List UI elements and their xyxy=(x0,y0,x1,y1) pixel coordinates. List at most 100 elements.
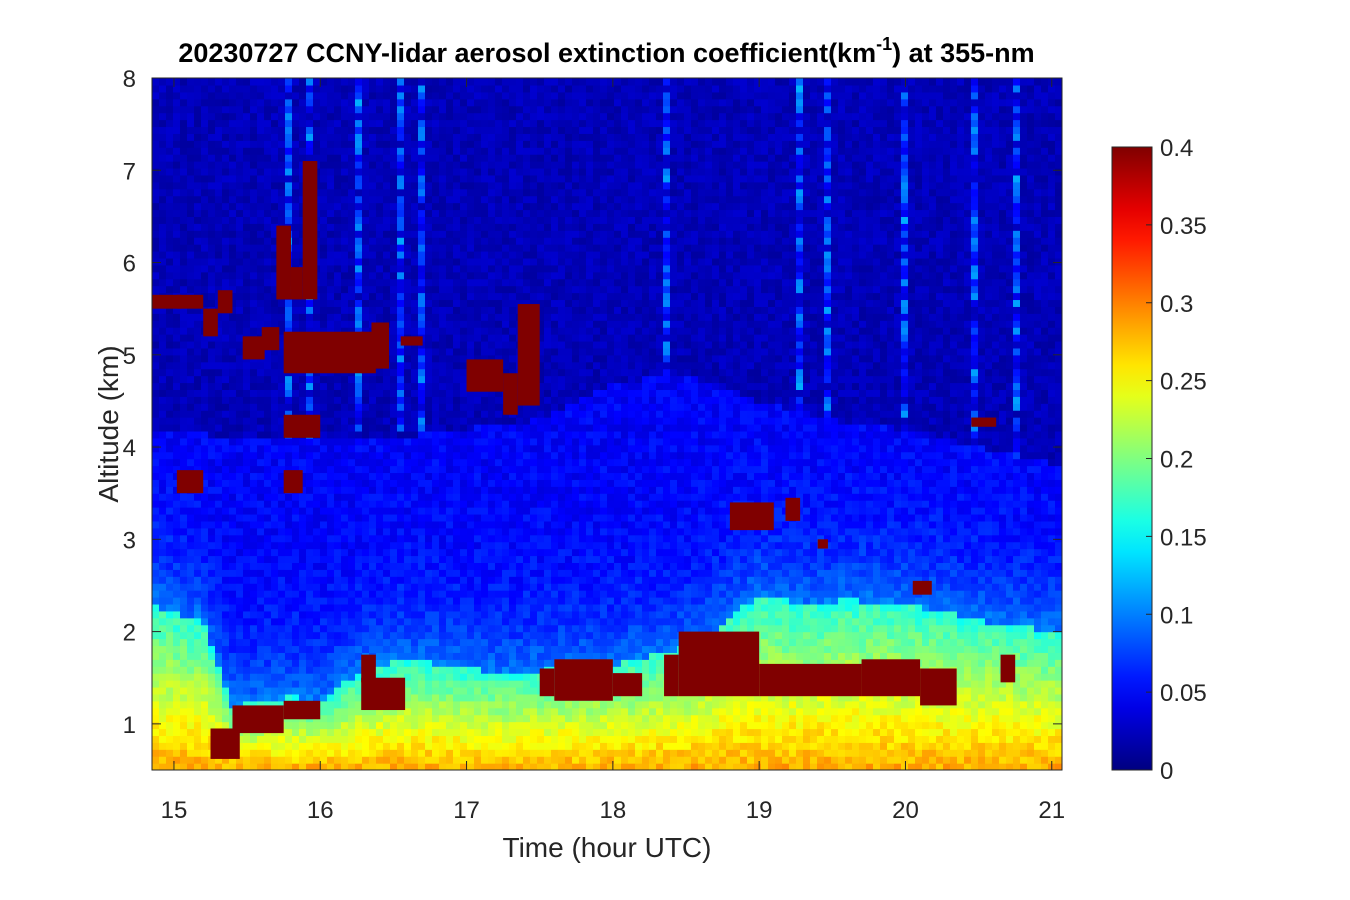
heatmap-cell xyxy=(341,403,349,411)
heatmap-cell xyxy=(313,686,321,695)
heatmap-cell xyxy=(313,78,321,86)
heatmap-cell xyxy=(334,583,342,591)
heatmap-cell xyxy=(159,638,167,647)
heatmap-cell xyxy=(194,354,202,363)
heatmap-cell xyxy=(215,167,223,176)
heatmap-cell xyxy=(250,583,258,591)
heatmap-cell xyxy=(292,673,300,681)
heatmap-cell xyxy=(306,486,314,494)
heatmap-cell xyxy=(292,520,300,529)
heatmap-cell xyxy=(460,610,468,619)
heatmap-cell xyxy=(215,603,223,612)
heatmap-cell xyxy=(236,472,244,480)
heatmap-cell xyxy=(299,112,307,121)
heatmap-cell xyxy=(404,91,412,100)
heatmap-cell xyxy=(390,223,398,231)
heatmap-cell xyxy=(201,382,209,390)
heatmap-cell xyxy=(348,735,356,743)
heatmap-cell xyxy=(418,465,426,474)
heatmap-cell xyxy=(432,486,440,494)
heatmap-cell xyxy=(313,749,321,757)
heatmap-cell xyxy=(425,610,433,619)
heatmap-cell xyxy=(278,78,286,86)
heatmap-cell xyxy=(236,98,244,107)
heatmap-cell xyxy=(341,167,349,176)
heatmap-cell xyxy=(257,507,265,515)
heatmap-cell xyxy=(208,237,216,245)
heatmap-cell xyxy=(236,119,244,128)
heatmap-cell xyxy=(418,98,426,107)
heatmap-cell xyxy=(166,576,174,584)
heatmap-cell xyxy=(446,271,454,280)
heatmap-cell xyxy=(201,368,209,377)
heatmap-cell xyxy=(187,313,195,321)
heatmap-cell xyxy=(187,396,195,404)
heatmap-cell xyxy=(404,597,412,605)
heatmap-cell xyxy=(250,569,258,577)
heatmap-cell xyxy=(306,541,314,550)
heatmap-cell xyxy=(425,756,433,764)
heatmap-cell xyxy=(348,444,356,453)
heatmap-cell xyxy=(446,659,454,667)
heatmap-cell xyxy=(334,680,342,688)
heatmap-cell xyxy=(306,590,314,598)
heatmap-cell xyxy=(334,327,342,335)
heatmap-cell xyxy=(404,119,412,128)
heatmap-cell xyxy=(404,638,412,647)
heatmap-cell xyxy=(362,154,370,162)
heatmap-cell xyxy=(495,154,503,162)
heatmap-cell xyxy=(264,583,272,591)
heatmap-cell xyxy=(264,603,272,612)
heatmap-cell xyxy=(201,590,209,598)
heatmap-cell xyxy=(257,700,265,709)
heatmap-cell xyxy=(264,569,272,577)
heatmap-cell xyxy=(390,541,398,550)
heatmap-cell xyxy=(229,756,237,764)
heatmap-cell xyxy=(236,451,244,460)
heatmap-cell xyxy=(320,396,328,404)
heatmap-cell xyxy=(271,382,279,390)
heatmap-cell xyxy=(278,673,286,681)
heatmap-cell xyxy=(397,403,405,411)
heatmap-cell xyxy=(369,257,377,266)
heatmap-cell xyxy=(320,645,328,653)
heatmap-cell xyxy=(334,763,342,770)
heatmap-cell xyxy=(264,742,272,750)
heatmap-cell xyxy=(404,264,412,273)
heatmap-cell xyxy=(425,451,433,460)
heatmap-cell xyxy=(362,728,370,736)
heatmap-cell xyxy=(194,430,202,439)
heatmap-cell xyxy=(404,161,412,169)
heatmap-cell xyxy=(488,430,496,439)
heatmap-cell xyxy=(292,202,300,211)
heatmap-cell xyxy=(397,292,405,301)
heatmap-cell xyxy=(180,520,188,529)
heatmap-cell xyxy=(250,534,258,543)
heatmap-cell xyxy=(201,569,209,577)
heatmap-cell xyxy=(201,680,209,688)
heatmap-cell xyxy=(474,140,482,148)
heatmap-cell xyxy=(369,306,377,314)
heatmap-cell xyxy=(264,271,272,280)
heatmap-cell xyxy=(236,181,244,190)
heatmap-cell xyxy=(201,714,209,723)
heatmap-cell xyxy=(460,347,468,356)
heatmap-cell xyxy=(376,368,384,377)
heatmap-cell xyxy=(327,548,335,557)
heatmap-cell xyxy=(229,472,237,480)
heatmap-cell xyxy=(495,403,503,411)
heatmap-cell xyxy=(425,721,433,730)
heatmap-cell xyxy=(299,527,307,536)
heatmap-cell xyxy=(173,430,181,439)
heatmap-cell xyxy=(481,299,489,307)
heatmap-cell xyxy=(467,264,475,273)
heatmap-cell xyxy=(474,555,482,563)
heatmap-cell xyxy=(341,763,349,770)
heatmap-cell xyxy=(439,161,447,169)
heatmap-cell xyxy=(467,202,475,211)
heatmap-cell xyxy=(278,382,286,390)
heatmap-cell xyxy=(264,424,272,432)
heatmap-cell xyxy=(341,195,349,204)
heatmap-cell xyxy=(369,569,377,577)
